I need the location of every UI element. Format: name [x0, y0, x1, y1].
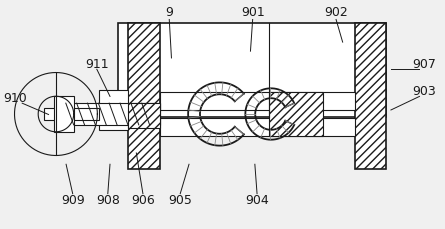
- Text: 901: 901: [241, 6, 264, 19]
- Text: 910: 910: [4, 92, 28, 105]
- Text: 908: 908: [96, 194, 120, 207]
- Text: 903: 903: [412, 85, 436, 98]
- Bar: [44, 108, 99, 120]
- Text: 9: 9: [166, 6, 173, 19]
- Text: 904: 904: [245, 194, 269, 207]
- Text: 906: 906: [131, 194, 155, 207]
- Bar: [99, 90, 128, 130]
- Text: 907: 907: [412, 58, 436, 71]
- Bar: [64, 103, 159, 125]
- Bar: [269, 92, 323, 136]
- Bar: [355, 23, 386, 169]
- Text: 911: 911: [85, 58, 109, 71]
- Text: 909: 909: [61, 194, 85, 207]
- Text: 902: 902: [324, 6, 348, 19]
- Bar: [159, 118, 355, 136]
- Bar: [159, 92, 355, 110]
- Bar: [128, 103, 159, 128]
- Bar: [118, 23, 386, 117]
- Text: 905: 905: [168, 194, 192, 207]
- Bar: [128, 23, 159, 169]
- Bar: [54, 96, 74, 132]
